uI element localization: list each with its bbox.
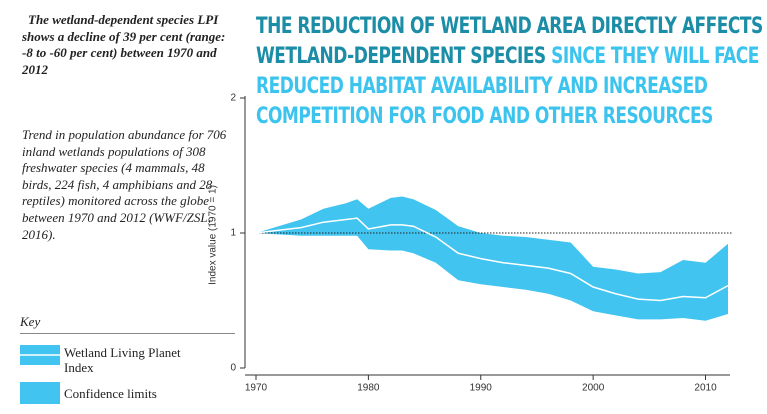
- headline: THE REDUCTION OF WETLAND AREA DIRECTLY A…: [256, 12, 763, 132]
- headline-light: SINCE THEY WILL FACE REDUCED HABITAT AVA…: [256, 44, 759, 129]
- y-axis-label: Index value (1970 = 1): [208, 185, 219, 285]
- legend-label: Confidence limits: [64, 386, 157, 401]
- confidence-band: [256, 196, 728, 321]
- x-tick-label: 2010: [694, 383, 717, 394]
- lpi-line: [255, 217, 729, 302]
- x-tick-label: 1990: [470, 383, 493, 394]
- y-tick-label: 0: [230, 363, 236, 374]
- y-tick-label: 1: [230, 228, 236, 239]
- summary: The wetland-dependent species LPI shows …: [22, 12, 226, 77]
- x-tick-label: 1980: [357, 383, 380, 394]
- x-tick-label: 1970: [245, 383, 268, 394]
- legend-swatch: [20, 382, 60, 404]
- key-rule: [20, 333, 235, 334]
- legend-label: Wetland Living Planet Index: [64, 345, 181, 375]
- key-title: Key: [20, 314, 41, 329]
- y-tick-label: 2: [230, 93, 236, 104]
- x-tick-label: 2000: [582, 383, 605, 394]
- headline-dark: THE REDUCTION OF WETLAND AREA DIRECTLY A…: [256, 14, 763, 69]
- caption: Trend in population abundance for 706 in…: [22, 127, 227, 242]
